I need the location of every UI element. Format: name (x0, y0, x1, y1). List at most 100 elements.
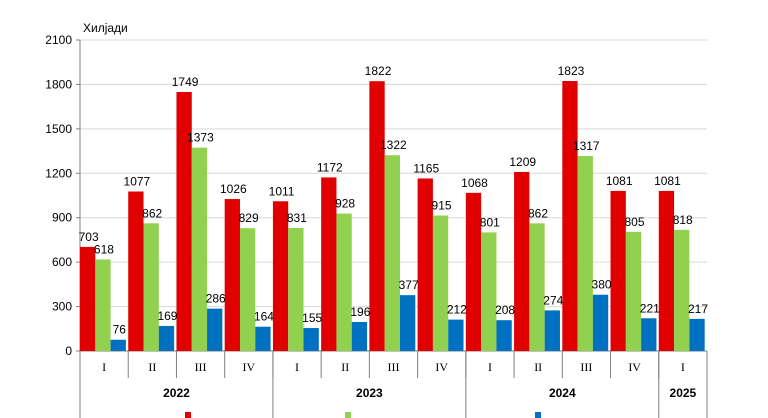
y-tick-label: 600 (52, 255, 72, 269)
data-label: 829 (239, 211, 259, 225)
y-tick-label: 2100 (45, 33, 72, 47)
bar-series-blue (351, 321, 368, 351)
bar-series-blue (592, 294, 609, 351)
x-tick-label: II (148, 360, 156, 374)
year-label: 2024 (549, 386, 576, 400)
data-label: 1373 (187, 131, 214, 145)
data-label: 1081 (606, 174, 633, 188)
bar-series-red (272, 201, 289, 351)
y-tick-label: 300 (52, 300, 72, 314)
data-label: 928 (335, 197, 355, 211)
x-tick-label: II (341, 360, 349, 374)
y-tick-label: 900 (52, 211, 72, 225)
bar-series-green (529, 223, 545, 351)
x-tick-label: III (580, 360, 592, 374)
data-label: 1823 (558, 64, 585, 78)
bar-series-green (336, 213, 352, 351)
bar-series-red (658, 190, 675, 351)
bar-series-green (191, 147, 208, 351)
bar-series-blue (544, 310, 560, 351)
bars (80, 81, 705, 352)
bar-series-red (176, 91, 192, 351)
bar-series-blue (448, 319, 464, 351)
bar-series-blue (496, 320, 512, 351)
y-tick-label: 1800 (45, 77, 72, 91)
bar-series-red (224, 199, 240, 351)
x-tick-label: I (681, 360, 685, 374)
bar-series-blue (641, 318, 657, 351)
y-axis-title: Хилјади (83, 21, 128, 35)
legend (185, 412, 541, 418)
bar-series-blue (110, 339, 126, 351)
bar-series-green (95, 259, 111, 351)
data-label: 818 (673, 213, 693, 227)
data-label: 862 (528, 206, 548, 220)
bar-series-red (80, 246, 96, 351)
bar-series-blue (689, 318, 705, 351)
data-label: 377 (399, 278, 419, 292)
data-label: 164 (254, 310, 274, 324)
x-tick-label: I (295, 360, 299, 374)
data-label: 1011 (269, 184, 295, 198)
data-label: 1317 (573, 139, 600, 153)
data-labels: 703 1077 1749 1026 1011 1172 1822 1165 1068 1209 1… (79, 64, 709, 337)
data-label: 618 (94, 242, 114, 256)
data-label: 1026 (220, 182, 247, 196)
data-label: 380 (592, 278, 612, 292)
data-label: 212 (447, 303, 467, 317)
legend-swatch (345, 412, 351, 418)
data-label: 208 (495, 303, 515, 317)
bar-series-red (321, 177, 337, 351)
bar-series-green (143, 223, 159, 351)
bar-series-blue (255, 326, 271, 351)
data-label: 274 (543, 293, 563, 307)
bar-series-red (562, 81, 578, 351)
data-label: 831 (287, 211, 307, 225)
data-label: 169 (157, 309, 177, 323)
x-tick-label: I (488, 360, 492, 374)
data-label: 155 (302, 311, 322, 325)
bar-series-green (481, 232, 497, 351)
bar-series-green (577, 155, 593, 351)
data-label: 217 (688, 302, 708, 316)
data-label: 1749 (172, 75, 199, 89)
bar-series-green (384, 155, 400, 351)
data-label: 286 (206, 292, 226, 306)
bar-series-green (288, 227, 304, 351)
data-label: 1209 (509, 155, 536, 169)
data-label: 862 (142, 206, 162, 220)
bar-series-red (610, 190, 626, 351)
data-label: 76 (113, 323, 127, 337)
x-tick-label: I (102, 360, 106, 374)
data-label: 1322 (380, 138, 407, 152)
x-tick-label: IV (435, 360, 448, 374)
bar-series-red (417, 178, 433, 351)
bar-series-blue (303, 328, 319, 351)
y-tick-label: 0 (65, 344, 72, 358)
bar-series-blue (158, 325, 175, 351)
data-label: 1081 (654, 174, 681, 188)
data-label: 1068 (461, 176, 488, 190)
data-label: 801 (480, 215, 500, 229)
data-label: 1822 (365, 64, 392, 78)
bar-series-red (128, 191, 144, 351)
bar-series-green (625, 231, 642, 351)
legend-swatch (535, 412, 541, 418)
bar-series-blue (399, 295, 416, 351)
data-label: 1077 (124, 175, 151, 189)
data-label: 703 (79, 230, 99, 244)
year-label: 2023 (356, 386, 383, 400)
data-label: 805 (624, 215, 644, 229)
bar-series-blue (207, 308, 223, 351)
data-label: 196 (350, 305, 370, 319)
data-label: 1172 (317, 160, 343, 174)
bar-series-green (432, 215, 449, 351)
data-label: 1165 (413, 161, 439, 175)
x-tick-label: II (534, 360, 542, 374)
bar-series-green (674, 229, 690, 351)
legend-swatch (185, 412, 191, 418)
x-tick-label: IV (242, 360, 255, 374)
x-tick-label: III (195, 360, 207, 374)
